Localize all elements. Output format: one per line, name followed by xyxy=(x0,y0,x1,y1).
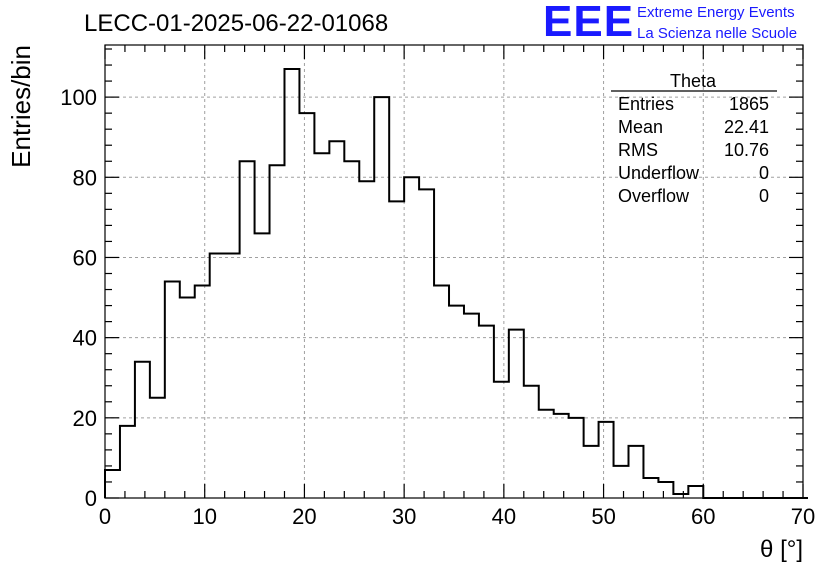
plot-frame xyxy=(104,44,804,499)
y-tick-label: 100 xyxy=(60,85,97,110)
y-tick-label: 80 xyxy=(73,165,97,190)
stats-underflow-label: Underflow xyxy=(618,163,700,183)
x-tick-label: 60 xyxy=(691,504,715,529)
stats-mean-value: 22.41 xyxy=(724,117,769,137)
stats-entries-label: Entries xyxy=(618,94,674,114)
y-tick-label: 60 xyxy=(73,245,97,270)
stats-rms-value: 10.76 xyxy=(724,140,769,160)
stats-box: Theta Entries 1865 Mean 22.41 RMS 10.76 … xyxy=(611,71,777,206)
y-tick-labels: 0 20 40 60 80 100 xyxy=(60,85,97,511)
x-tick-label: 20 xyxy=(292,504,316,529)
stats-rms-label: RMS xyxy=(618,140,658,160)
x-tick-label: 70 xyxy=(791,504,815,529)
x-tick-labels: 0 10 20 30 40 50 60 70 xyxy=(99,504,815,529)
y-axis-label: Entries/bin xyxy=(6,45,36,168)
x-tick-label: 0 xyxy=(99,504,111,529)
x-tick-label: 10 xyxy=(192,504,216,529)
y-tick-label: 0 xyxy=(85,486,97,511)
y-tick-label: 40 xyxy=(73,326,97,351)
x-tick-label: 40 xyxy=(492,504,516,529)
x-axis-label: θ [°] xyxy=(760,536,803,563)
histogram-step-line xyxy=(104,68,808,499)
y-tick-label: 20 xyxy=(73,406,97,431)
stats-entries-value: 1865 xyxy=(729,94,769,114)
eee-logo: EEE xyxy=(543,0,635,46)
grid-lines xyxy=(105,45,803,498)
logo-tagline-1: Extreme Energy Events xyxy=(637,4,795,21)
stats-underflow-value: 0 xyxy=(759,163,769,183)
stats-box-title: Theta xyxy=(670,71,717,91)
x-tick-label: 50 xyxy=(591,504,615,529)
stats-mean-label: Mean xyxy=(618,117,663,137)
stats-overflow-label: Overflow xyxy=(618,186,690,206)
stats-overflow-value: 0 xyxy=(759,186,769,206)
x-tick-label: 30 xyxy=(392,504,416,529)
logo-tagline-2: La Scienza nelle Scuole xyxy=(637,25,798,42)
plot-title: LECC-01-2025-06-22-01068 xyxy=(84,10,389,37)
